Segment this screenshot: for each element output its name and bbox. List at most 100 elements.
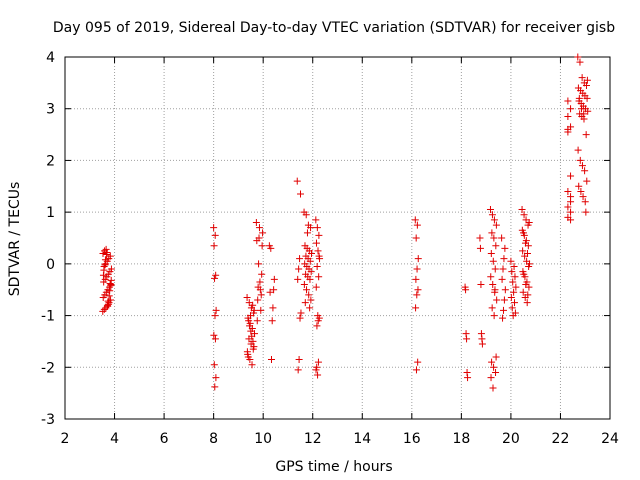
data-point [508,304,516,312]
data-point [462,286,470,294]
data-point [255,260,263,268]
data-point [252,218,260,226]
data-point [307,296,315,304]
data-point [255,224,263,232]
data-point [583,94,591,102]
data-point [500,296,508,304]
data-point [567,208,575,216]
data-point [413,265,421,273]
data-point [266,288,274,296]
data-point [463,335,471,343]
data-point [297,309,305,317]
data-point [488,304,496,312]
data-point [576,156,584,164]
data-point [499,314,507,322]
x-tick-label: 20 [502,431,520,447]
x-tick-label: 8 [209,431,218,447]
data-point [294,275,302,283]
data-point [583,76,591,84]
y-tick-label: 4 [46,50,55,66]
data-point [270,286,278,294]
data-point [487,374,495,382]
data-point [303,229,311,237]
data-point [500,255,508,263]
data-point [523,299,531,307]
data-point [306,275,314,283]
data-point [314,317,322,325]
data-point [210,242,218,250]
data-point [509,278,517,286]
data-point [512,283,520,291]
data-point [295,265,303,273]
data-point [106,252,114,260]
data-point [490,216,498,224]
data-point [583,177,591,185]
data-point [267,356,275,364]
data-point [476,244,484,252]
data-point [413,291,421,299]
x-tick-label: 24 [601,431,619,447]
data-point [412,234,420,242]
data-point [412,304,420,312]
data-point [489,281,497,289]
x-tick-label: 18 [452,431,470,447]
data-point [413,221,421,229]
y-tick-label: 3 [46,102,55,118]
y-tick-label: 2 [46,153,55,169]
y-tick-label: -3 [41,412,55,428]
data-point [491,265,499,273]
data-point [210,361,218,369]
x-tick-label: 6 [160,431,169,447]
data-point [582,81,590,89]
data-point [294,366,302,374]
data-point [499,265,507,273]
data-point [211,231,219,239]
data-point [101,256,109,264]
x-axis-label: GPS time / hours [275,459,392,475]
data-point [307,268,315,276]
data-point [521,239,529,247]
data-point [524,291,532,299]
x-tick-label: 16 [403,431,421,447]
data-point [247,327,255,335]
data-point [578,162,586,170]
data-point [313,363,321,371]
data-point [498,275,506,283]
data-point [564,125,572,133]
data-point [490,312,498,320]
data-point [414,286,422,294]
data-point [525,260,533,268]
data-point [492,221,500,229]
data-point [511,273,519,281]
data-points [99,53,592,392]
data-point [509,312,517,320]
x-tick-label: 2 [61,431,70,447]
data-point [578,105,586,113]
data-point [306,257,314,265]
x-tick-label: 14 [353,431,371,447]
y-tick-label: -2 [41,360,55,376]
data-point [314,358,322,366]
data-point [488,358,496,366]
data-point [486,206,494,214]
data-point [519,247,527,255]
data-point [301,299,309,307]
data-point [212,271,220,279]
data-point [477,281,485,289]
data-point [244,353,252,361]
data-point [259,229,267,237]
data-point [103,248,111,256]
chart-title: Day 095 of 2019, Sidereal Day-to-day VTE… [53,20,615,36]
x-tick-label: 12 [304,431,322,447]
data-point [245,317,253,325]
data-point [501,286,509,294]
data-point [567,172,575,180]
data-point [498,234,506,242]
data-point [412,366,420,374]
data-point [464,374,472,382]
data-point [302,211,310,219]
data-point [243,293,251,301]
data-point [510,262,518,270]
data-point [211,383,219,391]
data-point [267,244,275,252]
